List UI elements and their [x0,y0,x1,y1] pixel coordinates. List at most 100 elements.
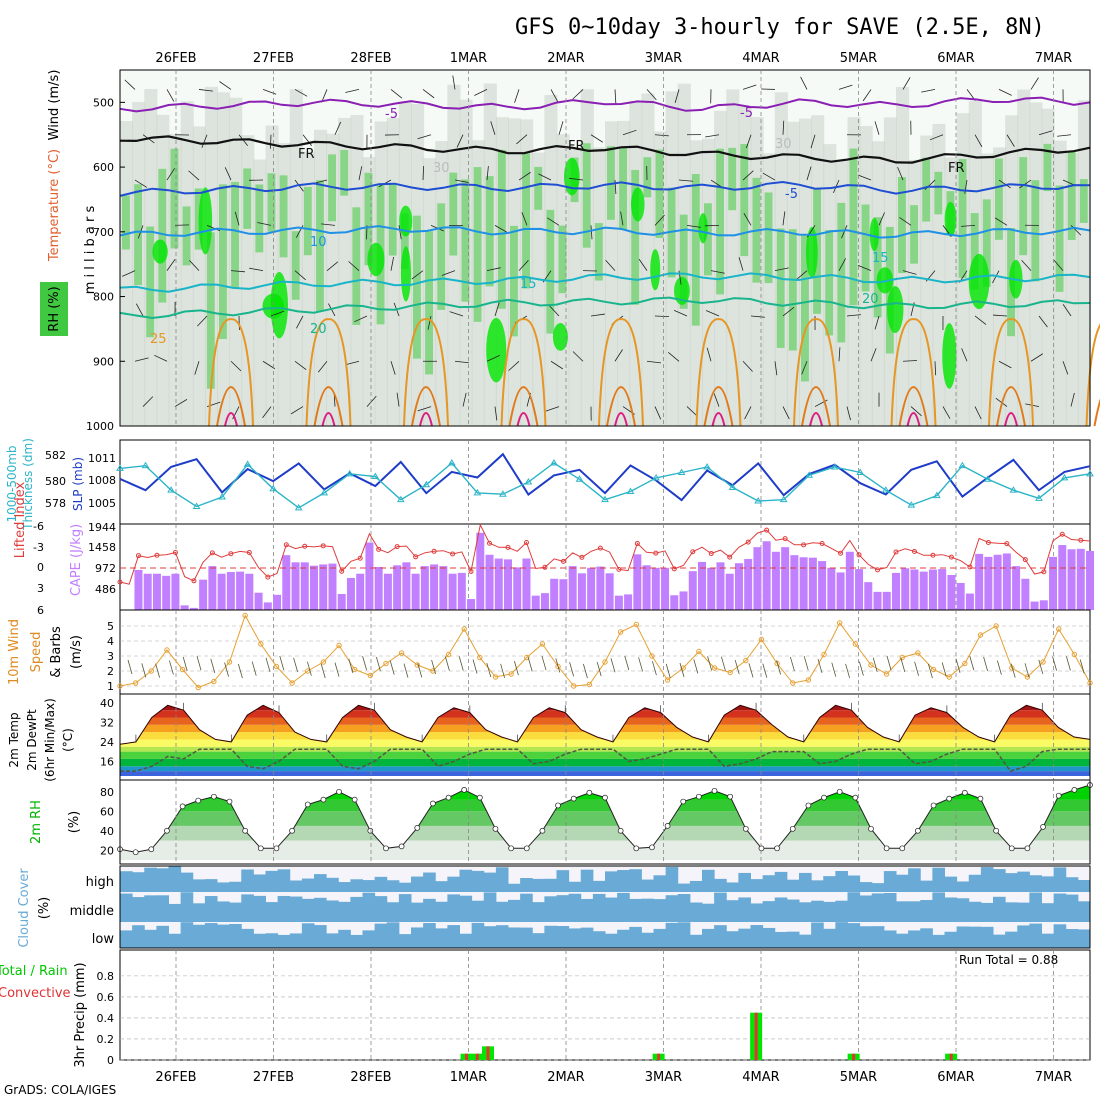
cloud-block [750,879,764,892]
rh-shade [532,152,546,426]
wind-barb [127,659,133,675]
cape-bar [494,558,503,610]
wind-barb [998,89,1012,96]
wind-barb [914,661,919,676]
cape-bar [1049,556,1058,610]
rh-marker [508,845,514,852]
cloud-block [653,899,667,922]
wind-barb [224,167,232,181]
wind-barb [198,89,213,92]
thickness-marker [499,490,507,497]
rh-shade [400,213,409,270]
cape-bar [559,579,568,610]
cloud-block [386,902,400,922]
cloud-block [799,902,812,922]
cloud-block [883,893,897,922]
rh-shade [837,202,846,343]
wind-barb [654,406,662,420]
cloud-block [835,871,848,892]
wind-barb [166,259,176,271]
wind-barb [620,211,624,226]
date-label: 5MAR [840,1070,877,1085]
temp-band [120,751,1090,759]
cape-bar [448,573,457,610]
temp-contour-25 [208,318,254,427]
rh-marker [1071,786,1078,793]
date-label: 28FEB [350,51,391,66]
li-marker [985,540,991,546]
wind-barb [494,406,498,421]
wind-barb [234,211,240,226]
wind-barb [610,658,616,673]
cloud-block [411,876,424,892]
temp-bands [120,705,1090,776]
precip-unit: 3hr Precip (mm) [73,962,88,1067]
thickness-marker [652,473,660,481]
cloud-block [944,897,958,922]
cape-bar [485,554,494,610]
rh-legend [40,282,68,336]
cloud-block [689,902,703,922]
cape-bar [162,575,171,610]
cloud-block [386,922,400,948]
wind-barb [862,89,872,102]
cloud-block [350,896,363,922]
wind-barb [572,351,584,362]
rh-shade [631,187,645,222]
wind-barb [800,76,808,90]
wind-speed-line [119,614,1091,689]
rh-marker [492,825,499,832]
rh-marker [649,844,655,851]
cloud-block [1065,929,1079,948]
temp-title-0: 2m Temp [7,712,21,767]
wind-barb [486,662,492,678]
thickness-marker [932,491,941,499]
date-label: 3MAR [645,1070,682,1085]
cloud-block [968,901,982,922]
cloud-block [629,926,642,948]
cloud-block [592,893,606,922]
wind-barb [998,360,1012,369]
cloud-block [908,930,921,948]
rh-shade [716,148,724,295]
cape-bar [143,573,152,610]
contour-label: 10 [310,235,327,250]
thickness-marker [1086,469,1094,477]
rh-shade [1043,143,1052,192]
wind-barb [210,658,216,673]
rh-shade [764,192,773,284]
date-label: 27FEB [253,1070,294,1085]
li-marker [856,552,862,558]
wind-barb [417,663,423,678]
li-marker [394,544,400,550]
rh-shade [592,147,606,426]
cloud-block [180,922,194,948]
wind-barb [678,179,693,182]
rh-marker [195,797,202,804]
wind-barb [654,214,665,226]
wind-marker [696,648,702,655]
wind-barb [516,134,528,145]
cloud-block [277,895,291,922]
wind-barb [390,89,403,99]
wind-barb [454,360,469,364]
cloud-block [556,926,570,948]
slp-title: SLP (mb) [71,457,85,511]
panel-frame [119,69,1091,427]
cape-bar [310,565,318,610]
cape-bar [199,579,208,610]
rh-shade [825,230,834,336]
cloud-block [435,901,448,922]
cloud-block [665,867,679,892]
wind-barb [998,179,1011,189]
cloud-block [265,902,279,922]
li-marker [948,554,954,560]
wind-marker [915,650,921,656]
wind-barb [652,661,657,676]
wind-barb [665,663,671,678]
temp-band [120,766,1090,772]
wind-barb [546,217,560,226]
cloud-unit: (%) [37,897,52,920]
wind-barb [1038,659,1044,675]
temp-contour-30 [996,386,1026,427]
